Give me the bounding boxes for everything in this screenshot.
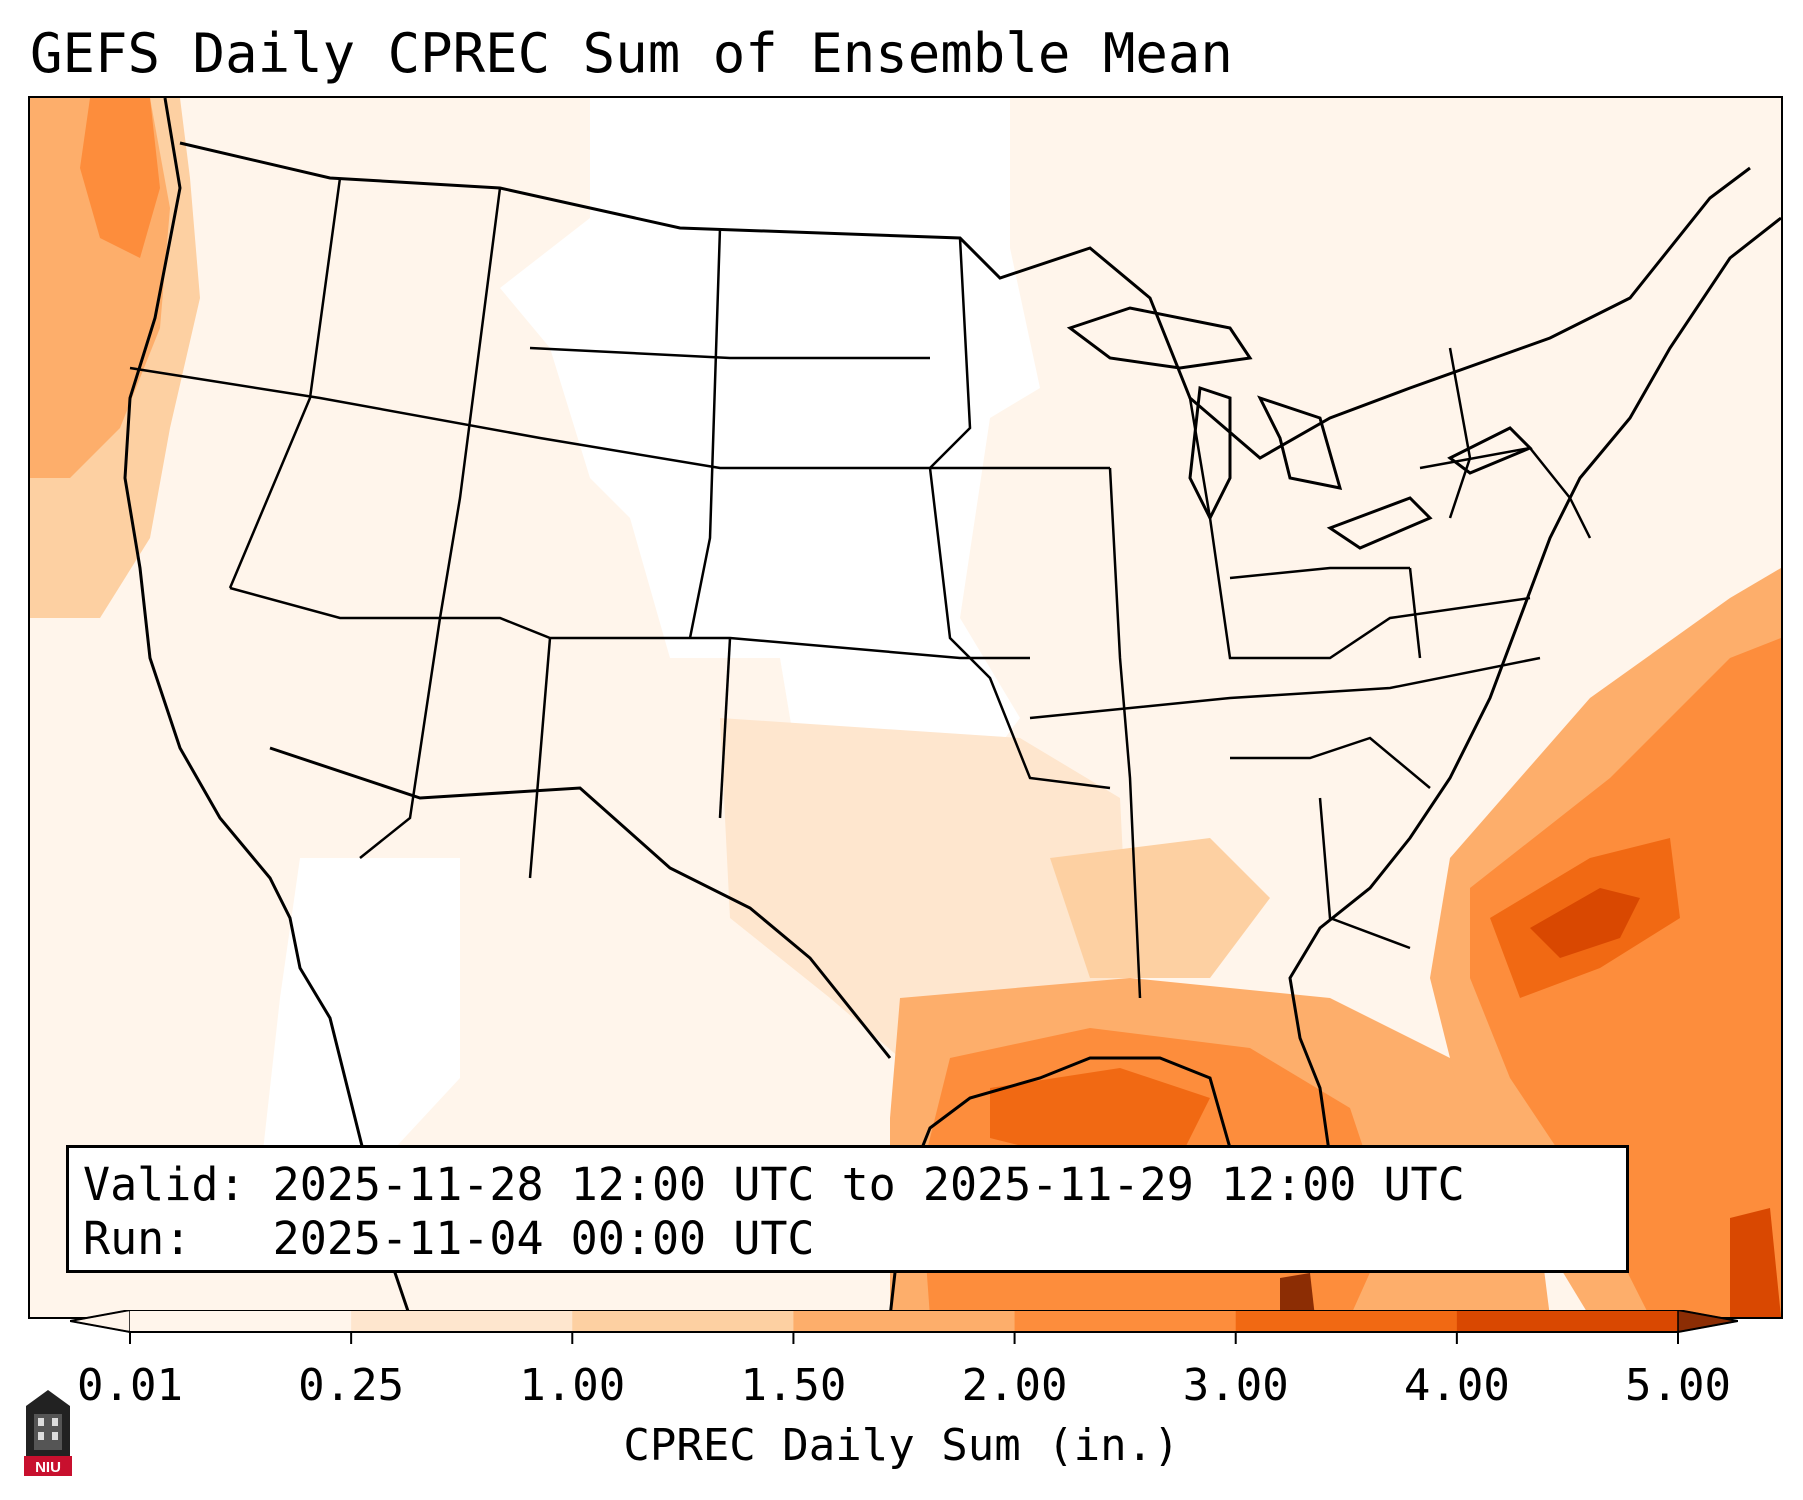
logo-text: NIU — [35, 1459, 61, 1476]
pacific-core — [80, 98, 160, 258]
run-line: Run: 2025-11-04 00:00 UTC — [83, 1212, 815, 1265]
colorbar-extend-high — [1677, 1309, 1739, 1333]
map-title: GEFS Daily CPREC Sum of Ensemble Mean — [30, 22, 1233, 85]
country-border — [179, 141, 1751, 460]
run-label: Run: — [83, 1212, 192, 1265]
coastline — [123, 98, 412, 1317]
valid-line: Valid: 2025-11-28 12:00 UTC to 2025-11-2… — [83, 1158, 1465, 1211]
dry-region — [500, 98, 1040, 798]
atlantic-system — [1470, 638, 1781, 1317]
colorbar-tick-label: 1.50 — [740, 1360, 847, 1411]
colorbar-segment — [1014, 1310, 1237, 1332]
colorbar-segment — [793, 1310, 1016, 1332]
map-canvas — [30, 98, 1781, 1317]
colorbar-tick-label: 4.00 — [1403, 1360, 1510, 1411]
colorbar-segment — [1456, 1310, 1679, 1332]
max-precip-cell — [1280, 1273, 1315, 1317]
precipitation-map — [28, 96, 1783, 1319]
colorbar-tick-label: 1.00 — [519, 1360, 626, 1411]
colorbar-tick-label: 3.00 — [1182, 1360, 1289, 1411]
colorbar-tick-label: 2.00 — [961, 1360, 1068, 1411]
colorbar-tick-label: 5.00 — [1625, 1360, 1731, 1411]
colorbar-tick-label: 0.01 — [77, 1360, 183, 1411]
valid-time-range: 2025-11-28 12:00 UTC to 2025-11-29 12:00… — [272, 1158, 1465, 1211]
colorbar-segment — [572, 1310, 794, 1332]
coastline — [888, 216, 1781, 1317]
country-border — [269, 746, 892, 1059]
colorbar — [69, 1309, 1739, 1350]
gulf-core — [990, 1068, 1210, 1158]
dry-region — [260, 858, 460, 1218]
colorbar-segment — [1235, 1310, 1458, 1332]
valid-label: Valid: — [83, 1158, 246, 1211]
atlantic-core — [1530, 888, 1640, 958]
great-lakes — [1066, 306, 1533, 550]
colorbar-label: CPREC Daily Sum (in.) — [623, 1420, 1180, 1471]
niu-logo: NIU — [24, 1390, 72, 1476]
atlantic-core — [1730, 1208, 1781, 1317]
moderate-precip-region — [1050, 838, 1270, 978]
colorbar-segment — [130, 1310, 352, 1332]
state-borders — [129, 177, 1592, 999]
colorbar-extend-low — [69, 1309, 131, 1333]
colorbar-tick-label: 0.25 — [298, 1360, 405, 1411]
validity-info-box: Valid: 2025-11-28 12:00 UTC to 2025-11-2… — [66, 1145, 1629, 1273]
run-time: 2025-11-04 00:00 UTC — [272, 1212, 815, 1265]
colorbar-segment — [351, 1310, 573, 1332]
colorbar-graphic — [69, 1309, 1739, 1344]
